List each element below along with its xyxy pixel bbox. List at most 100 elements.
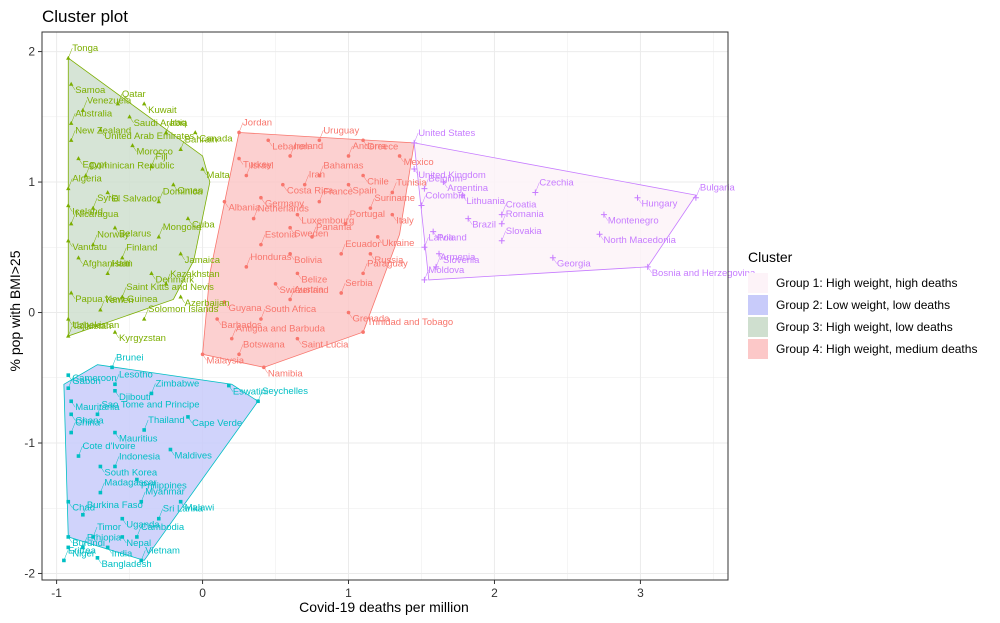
point-label: Dominican Republic (90, 161, 175, 172)
point-label: Cote d'Ivoire (82, 441, 135, 452)
point-3-12 (178, 147, 183, 152)
point-4-11 (281, 182, 285, 187)
point-label: Samoa (75, 85, 106, 96)
point-label: Mauritius (119, 434, 158, 445)
point-label: Fiji (155, 151, 167, 162)
point-2-7 (69, 399, 73, 404)
point-3-3 (141, 101, 147, 106)
point-label: Australia (75, 108, 113, 119)
point-2-17 (98, 464, 103, 469)
leader-line (647, 266, 652, 273)
point-4-21 (390, 212, 395, 217)
point-label: Czechia (539, 177, 574, 188)
point-2-8 (256, 399, 260, 404)
point-3-11 (130, 143, 135, 148)
y-tick-label: 0 (28, 306, 35, 320)
point-label: Azerbaijan (185, 298, 230, 309)
point-label: Namibia (268, 368, 304, 379)
point-4-8 (317, 173, 322, 178)
point-label: Madagascar (104, 478, 156, 489)
y-tick-label: 2 (28, 45, 35, 59)
x-tick-label: -1 (51, 586, 62, 600)
point-label: Sao Tome and Principe (101, 399, 199, 410)
point-1-17 (436, 250, 443, 257)
point-label: Iceland (72, 207, 103, 218)
point-label: North Macedonia (604, 235, 677, 246)
leader-line (165, 273, 171, 284)
point-label: Algeria (72, 174, 102, 185)
y-axis-title: % pop with BMI>25 (7, 250, 23, 371)
point-label: Tonga (72, 43, 99, 54)
point-label: Andorra (353, 141, 388, 152)
point-4-14 (390, 190, 395, 195)
point-label: Canada (199, 133, 233, 144)
point-3-15 (200, 166, 205, 171)
point-label: Eswatini (233, 387, 268, 398)
point-label: Mongolia (163, 222, 202, 233)
point-3-38 (98, 307, 103, 312)
point-label: Moldova (428, 265, 465, 276)
point-label: Yemen (104, 295, 133, 306)
point-label: United States (418, 128, 475, 139)
point-label: Vietnam (145, 545, 180, 556)
legend-label-4: Group 4: High weight, medium deaths (776, 342, 977, 356)
point-label: Norway (97, 230, 129, 241)
leader-line (438, 253, 444, 260)
legend-key-3 (748, 317, 768, 337)
point-4-2 (317, 138, 322, 143)
point-label: Luxembourg (301, 216, 354, 227)
point-4-36 (288, 297, 292, 302)
point-4-23 (288, 225, 292, 230)
point-2-3 (227, 383, 231, 388)
point-label: El Salvador (112, 193, 161, 204)
point-4-24 (310, 235, 314, 239)
point-label: United Arab Emirates (104, 131, 194, 142)
point-3-29 (76, 255, 81, 260)
point-label: Bahrain (185, 134, 218, 145)
point-label: Philippines (141, 481, 187, 492)
point-label: Portugal (350, 209, 385, 220)
point-1-2 (421, 185, 428, 192)
point-label: Bolivia (294, 255, 323, 266)
cluster-hull-4 (202, 132, 415, 368)
point-4-16 (317, 199, 322, 204)
point-label: United Kingdom (418, 170, 486, 181)
point-label: Spain (353, 186, 377, 197)
point-4-9 (361, 173, 365, 178)
point-3-2 (115, 101, 121, 106)
point-label: Panama (316, 222, 352, 233)
point-label: Slovakia (506, 226, 543, 237)
leader-line (603, 214, 609, 221)
point-label: Ethiopia (87, 532, 122, 543)
point-label: Malta (207, 170, 231, 181)
point-4-44 (237, 352, 241, 357)
point-label: Antigua and Barbuda (236, 324, 326, 335)
point-2-10 (95, 412, 100, 417)
point-label: Estonia (265, 230, 297, 241)
point-label: Nicaragua (75, 209, 119, 220)
point-3-8 (163, 130, 169, 135)
point-label: Qatar (122, 89, 146, 100)
point-label: Gabon (72, 376, 101, 387)
leader-line (158, 226, 163, 237)
leader-line (501, 213, 506, 224)
point-3-27 (66, 238, 71, 243)
point-label: Morocco (136, 147, 172, 158)
point-label: Jordan (243, 117, 272, 128)
point-3-1 (68, 81, 74, 86)
point-label: Belize (301, 274, 327, 285)
point-label: Turkey (243, 160, 272, 171)
y-tick-label: 1 (28, 175, 35, 189)
point-label: Djibouti (119, 392, 151, 403)
point-3-37 (178, 294, 183, 299)
point-label: Germany (265, 199, 304, 210)
leader-line (180, 139, 185, 150)
point-label: Greece (367, 141, 398, 152)
point-label: Timor (97, 522, 121, 533)
point-label: Uganda (126, 520, 160, 531)
point-label: Myanmar (145, 487, 185, 498)
point-2-22 (139, 499, 144, 504)
point-3-21 (66, 203, 71, 208)
point-3-42 (66, 333, 71, 338)
leader-line (637, 197, 642, 204)
